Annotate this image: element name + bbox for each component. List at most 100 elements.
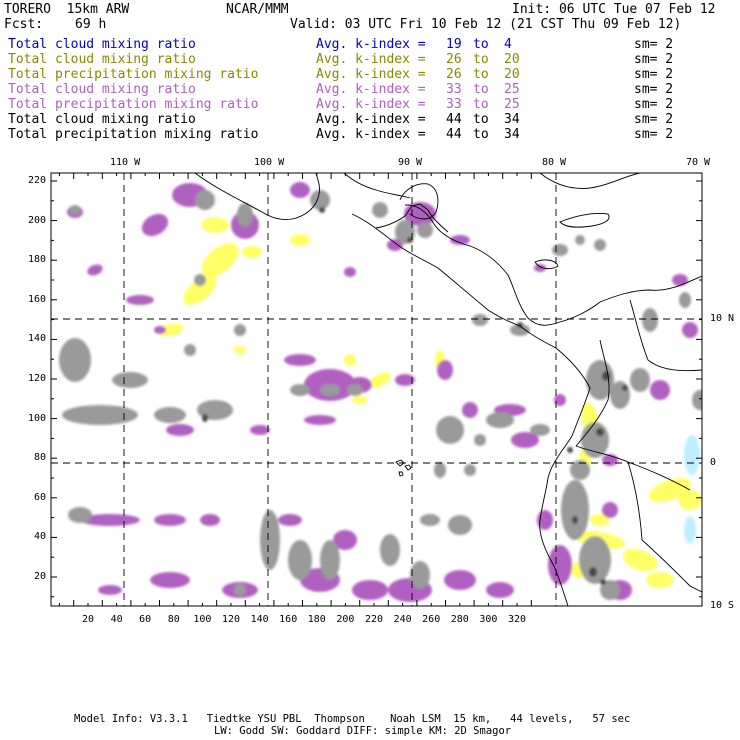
purple-cloud-25 — [154, 514, 186, 526]
purple-cloud-18 — [304, 415, 336, 425]
legend-row-4-sm: sm= 2 — [634, 82, 674, 97]
x-tick-label-260: 260 — [422, 614, 441, 625]
purple-cloud-6 — [126, 295, 154, 305]
y-tick-label-160: 160 — [27, 293, 46, 305]
gray-cloud-31 — [510, 324, 530, 336]
y-tick-label-180: 180 — [27, 254, 46, 266]
purple-cloud-2 — [141, 213, 169, 237]
lat-lon-grid — [51, 173, 702, 606]
y-tick-label-140: 140 — [27, 333, 46, 345]
gray-cloud-21 — [630, 368, 650, 392]
purple-cloud-7 — [154, 326, 166, 334]
yellow-cloud-13 — [622, 548, 658, 572]
legend-row-3-to-word: to — [473, 67, 489, 82]
purple-cloud-33 — [352, 580, 388, 600]
gray-cloud-27 — [642, 308, 658, 332]
gray-cloud-7 — [62, 405, 138, 425]
legend-row-4-to-word: to — [473, 82, 489, 97]
gray-cloud-44 — [194, 274, 206, 286]
jamaica — [534, 259, 559, 270]
purple-cloud-46 — [554, 394, 566, 406]
yellow-cloud-19 — [590, 514, 610, 526]
gray-cloud-28 — [679, 292, 691, 308]
top-lon-label-1: 100 W — [254, 157, 285, 168]
purple-cloud-17 — [250, 425, 270, 435]
purple-cloud-45 — [672, 274, 688, 286]
purple-cloud-3 — [290, 182, 310, 198]
purple-cloud-30 — [150, 572, 190, 588]
x-tick-label-120: 120 — [221, 614, 241, 625]
gray-cloud-48 — [464, 464, 476, 476]
map-frame — [50, 172, 703, 607]
y-tick-label-120: 120 — [27, 373, 46, 384]
legend-row-4-from: 33 — [446, 82, 462, 97]
legend-row-7-to: 34 — [504, 127, 520, 142]
y-tick-label-20: 20 — [33, 571, 46, 582]
purple-cloud-41 — [650, 380, 670, 400]
dark-core-9 — [517, 322, 523, 328]
legend-row-4-kidx: Avg. k-index = — [316, 82, 426, 97]
gray-cloud-45 — [234, 324, 246, 336]
gray-cloud-47 — [434, 462, 446, 478]
yellow-cloud-3 — [290, 234, 310, 246]
legend-row-5-label: Total precipitation mixing ratio — [8, 97, 259, 112]
cyan-cloud-1 — [684, 516, 696, 544]
x-tick-label-300: 300 — [479, 614, 498, 625]
org-label: NCAR/MMM — [226, 2, 289, 17]
y-tick-label-200: 200 — [27, 214, 46, 226]
x-tick-label-60: 60 — [139, 614, 152, 625]
central-america-pacific-coast — [351, 213, 557, 349]
gray-cloud-8 — [154, 407, 186, 423]
legend-row-5-from: 33 — [446, 97, 462, 112]
dark-core-7 — [319, 207, 325, 213]
purple-cloud-13 — [462, 402, 478, 418]
purple-cloud-29 — [98, 585, 122, 595]
legend-row-2-kidx: Avg. k-index = — [316, 52, 426, 67]
south-america-pacific-coast — [539, 347, 591, 606]
legend-row-5-sm: sm= 2 — [634, 97, 674, 112]
legend-row-6-kidx: Avg. k-index = — [316, 112, 426, 127]
legend-row-6-sm: sm= 2 — [634, 112, 674, 127]
forecast-label: Fcst: — [4, 17, 44, 32]
legend-row-7-to-word: to — [473, 127, 489, 142]
x-tick-label-80: 80 — [167, 614, 180, 625]
x-tick-label-200: 200 — [336, 614, 355, 625]
purple-cloud-21 — [344, 267, 356, 277]
gray-cloud-36 — [320, 540, 340, 580]
legend-row-5-to-word: to — [473, 97, 489, 112]
legend-row-4-label: Total cloud mixing ratio — [8, 82, 196, 97]
y-tick-label-60: 60 — [33, 491, 46, 503]
cloud-layer — [59, 182, 702, 602]
cyan-cloud-0 — [684, 435, 700, 475]
top-lon-label-3: 80 W — [542, 157, 567, 168]
legend-row-6-to-word: to — [473, 112, 489, 127]
purple-cloud-24 — [80, 514, 140, 526]
legend-row-2-to-word: to — [473, 52, 489, 67]
legend-row-3-to: 20 — [504, 67, 520, 82]
yellow-cloud-4 — [369, 372, 391, 388]
top-lon-label-2: 90 W — [398, 157, 423, 168]
gray-cloud-24 — [561, 480, 589, 540]
purple-cloud-27 — [278, 514, 302, 526]
forecast-hours: 69 h — [75, 17, 107, 32]
gray-cloud-35 — [288, 540, 312, 580]
legend-row-2-label: Total cloud mixing ratio — [8, 52, 196, 67]
legend-row-5-kidx: Avg. k-index = — [316, 97, 426, 112]
gray-cloud-37 — [380, 534, 400, 566]
guatemala-border — [375, 203, 449, 233]
yellow-cloud-5 — [344, 354, 356, 366]
dark-core-6 — [600, 579, 606, 585]
gray-cloud-46 — [184, 344, 196, 356]
legend-row-2-from: 26 — [446, 52, 462, 67]
top-lon-label-4: 70 W — [686, 157, 711, 168]
gray-cloud-5 — [417, 222, 433, 238]
yellow-cloud-17 — [201, 217, 229, 233]
dark-core-4 — [572, 516, 578, 524]
purple-cloud-36 — [486, 582, 514, 598]
legend-row-1-kidx: Avg. k-index = — [316, 37, 426, 52]
legend-row-6-to: 34 — [504, 112, 520, 127]
right-lat-label-2: 10 S — [710, 600, 735, 611]
gray-cloud-23 — [570, 460, 590, 480]
legend-row-1-label: Total cloud mixing ratio — [8, 37, 196, 52]
mexico-coast — [194, 173, 320, 220]
